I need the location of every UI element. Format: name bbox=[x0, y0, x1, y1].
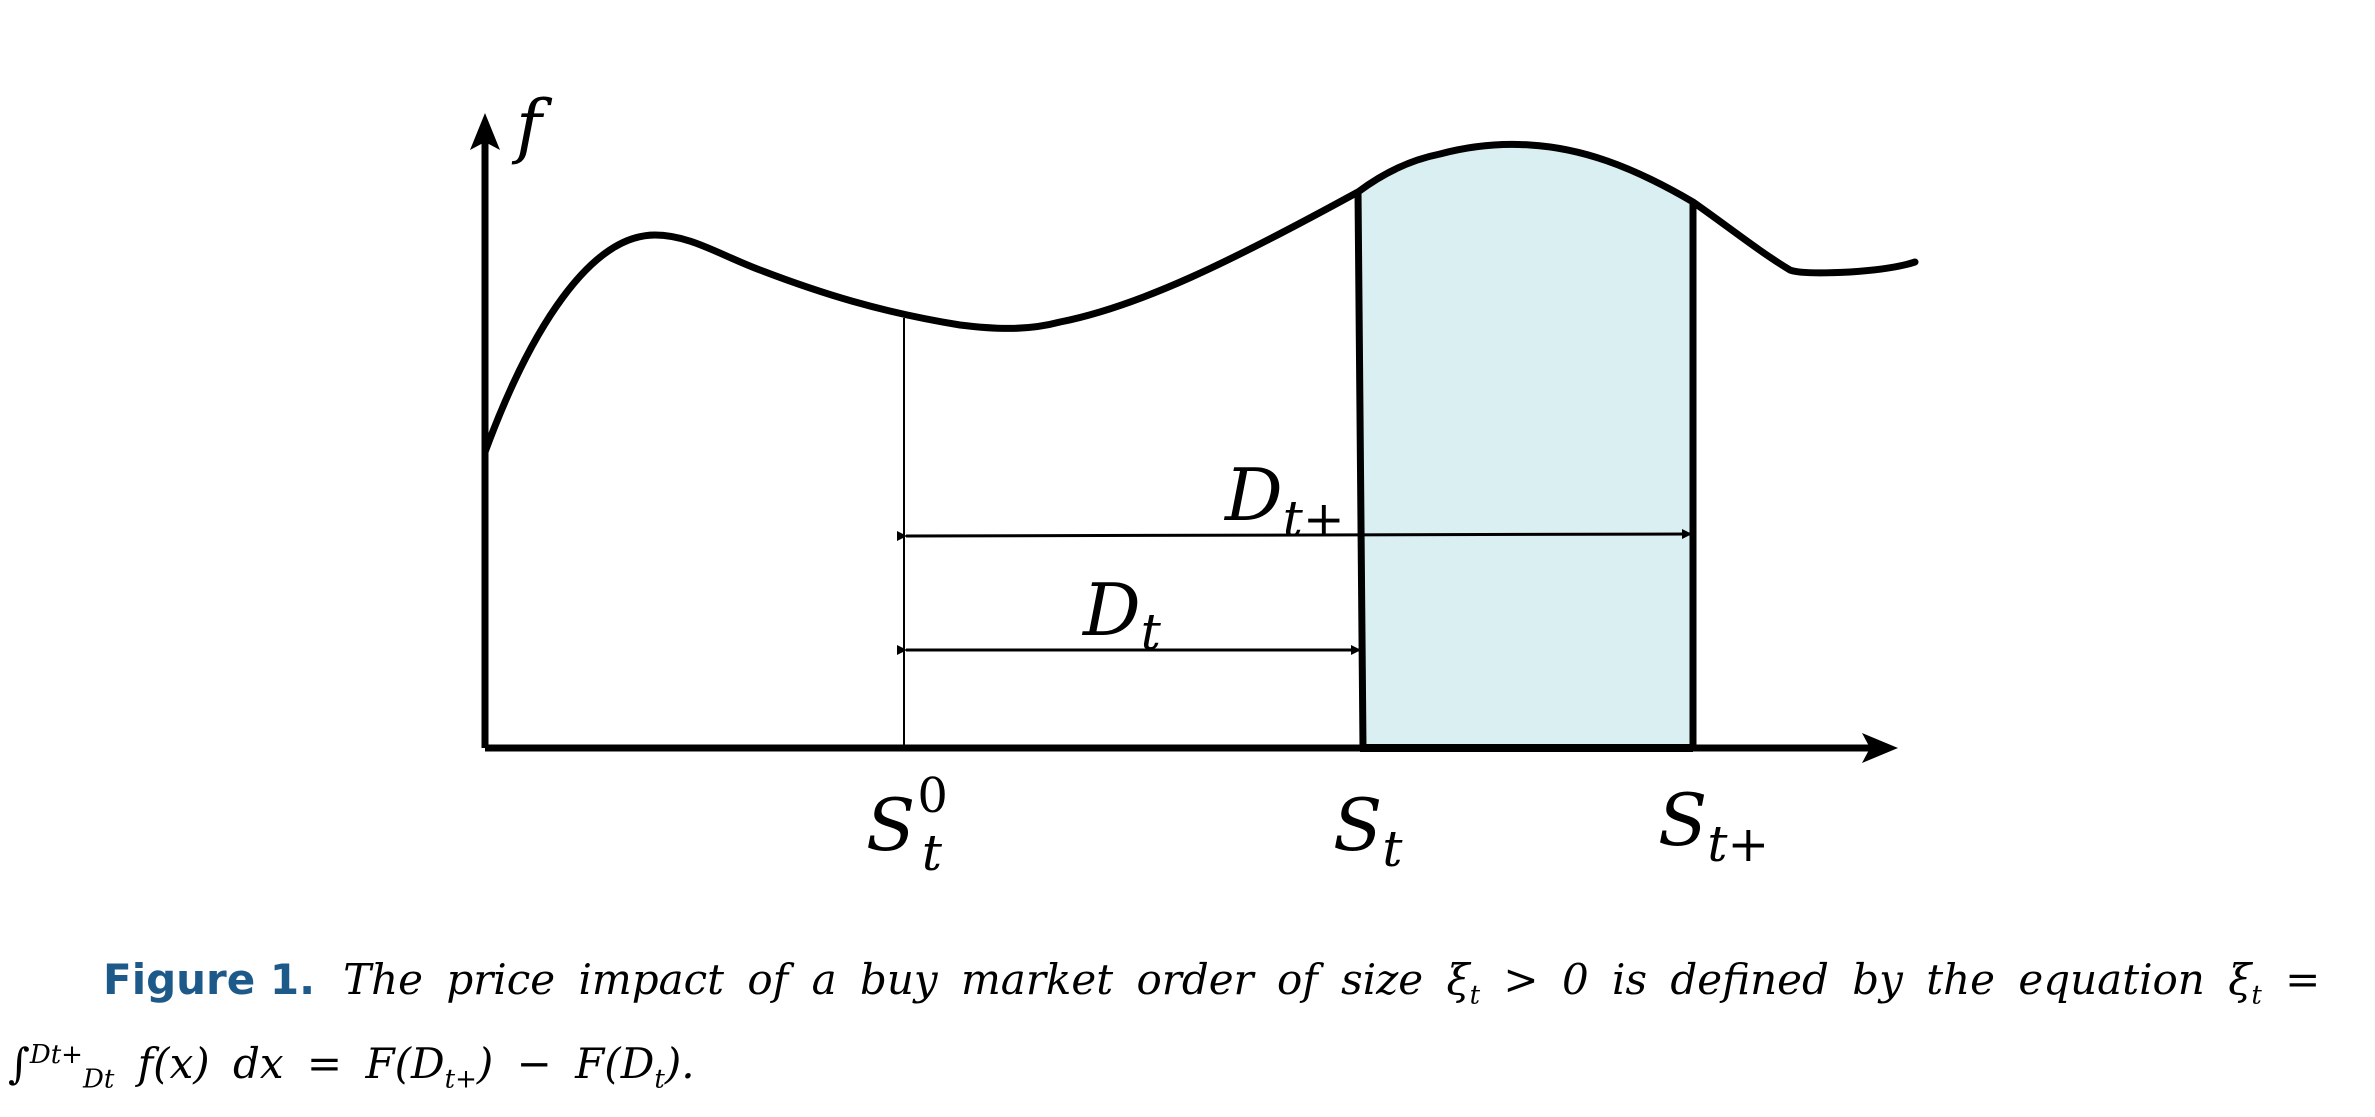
price-impact-diagram: f Dt+ Dt S0 t St St+ bbox=[470, 85, 1919, 880]
d-t-plus-sub: t+ bbox=[1283, 490, 1345, 548]
s-t-plus-label: St+ bbox=[1658, 778, 1769, 873]
caption-xi-sub-1: t bbox=[1469, 980, 1481, 1011]
caption-integral-sub: Dt bbox=[82, 1064, 115, 1095]
s-t-base: S bbox=[1333, 783, 1382, 867]
x-axis-arrowhead bbox=[1862, 733, 1898, 763]
d-t-plus-base: D bbox=[1223, 453, 1283, 537]
caption-text-end: ). bbox=[664, 1039, 695, 1089]
d-t-label: Dt bbox=[1081, 568, 1162, 661]
y-axis-arrowhead bbox=[470, 113, 500, 150]
d-t-sub: t bbox=[1141, 603, 1162, 661]
caption-integral-sup: Dt+ bbox=[29, 1040, 83, 1071]
d-t-base: D bbox=[1081, 568, 1141, 652]
s-t-plus-sub: t+ bbox=[1707, 815, 1769, 873]
s-t-plus-base: S bbox=[1658, 778, 1707, 862]
caption-tail-sub: t+ bbox=[444, 1064, 477, 1095]
s-t-line bbox=[1354, 191, 1367, 749]
caption-text-mid: > 0 is defined by the equation ξ bbox=[1480, 955, 2252, 1004]
s-t0-sub: t bbox=[922, 824, 943, 880]
s-t0-label: S0 t bbox=[866, 768, 948, 880]
caption-text-prefix: The price impact of a buy market order o… bbox=[343, 955, 1470, 1004]
s-t-label: St bbox=[1333, 783, 1403, 878]
caption-label: Figure 1. bbox=[103, 955, 316, 1004]
shaded-integral-region bbox=[1358, 144, 1693, 748]
d-t-plus-label: Dt+ bbox=[1223, 453, 1345, 548]
figure-caption: Figure 1. The price impact of a buy marke… bbox=[8, 950, 2368, 1110]
s-t0-sup: 0 bbox=[917, 768, 948, 824]
s-t0-base: S bbox=[866, 783, 915, 867]
d-t-plus-arrow bbox=[896, 529, 1692, 542]
density-curve bbox=[481, 140, 1919, 456]
caption-text-tail: f(x) dx = F(D bbox=[114, 1039, 445, 1089]
caption-text-eq: = ∫ bbox=[8, 955, 2321, 1089]
y-axis-label: f bbox=[511, 85, 553, 167]
caption-tail2-sub: t bbox=[654, 1064, 665, 1095]
caption-text-tail2: ) − F(D bbox=[476, 1039, 655, 1089]
caption-xi-sub-2: t bbox=[2251, 980, 2262, 1011]
s-t-sub: t bbox=[1382, 820, 1403, 878]
